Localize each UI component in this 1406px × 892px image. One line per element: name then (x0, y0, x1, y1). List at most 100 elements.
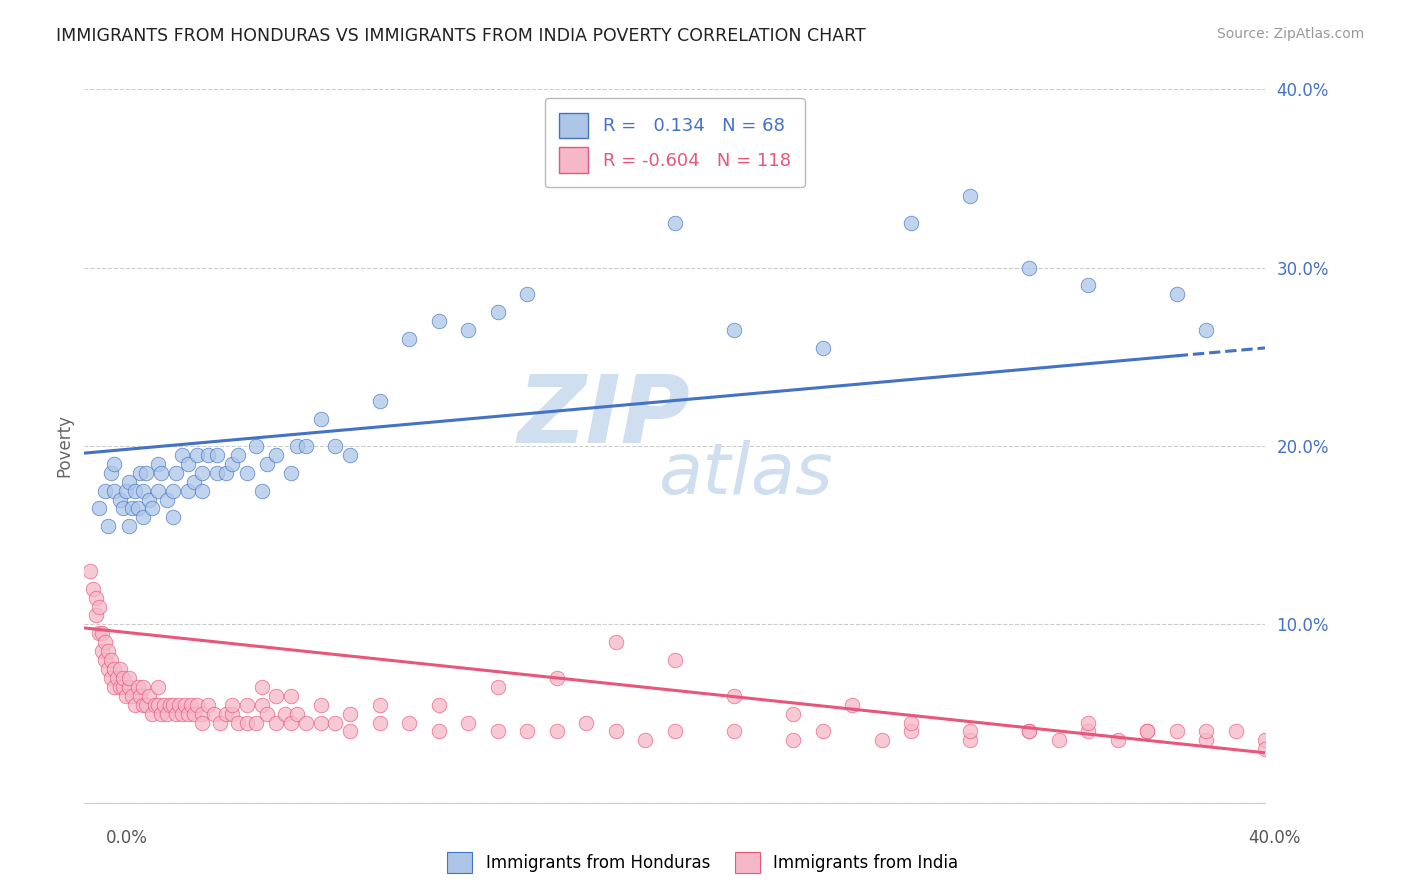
Point (256, 706, 278, 721)
Point (159, 698, 181, 712)
Point (486, 680, 509, 694)
Point (103, 662, 125, 676)
Point (148, 457, 170, 471)
Point (191, 466, 214, 480)
Point (664, 653, 686, 667)
Point (280, 715, 302, 730)
Point (207, 466, 229, 480)
Point (191, 483, 214, 498)
Point (148, 483, 170, 498)
Point (605, 724, 627, 739)
Point (165, 466, 187, 480)
Point (368, 394, 391, 409)
Point (87, 599, 111, 614)
Point (129, 689, 152, 703)
Point (250, 698, 273, 712)
Point (280, 689, 302, 703)
Point (841, 698, 863, 712)
Point (368, 715, 391, 730)
Point (209, 715, 232, 730)
Point (162, 698, 184, 712)
Point (266, 448, 288, 462)
Point (148, 680, 170, 694)
Point (118, 671, 141, 685)
Point (94, 635, 117, 649)
Point (266, 689, 288, 703)
Point (486, 724, 509, 739)
Point (427, 314, 450, 328)
Point (368, 698, 391, 712)
Point (811, 341, 834, 355)
Point (111, 671, 134, 685)
Point (162, 483, 184, 498)
Point (141, 706, 163, 721)
Point (97, 662, 120, 676)
Point (170, 706, 193, 721)
Point (111, 680, 134, 694)
Point (1077, 724, 1099, 739)
Point (1195, 724, 1218, 739)
Point (256, 457, 278, 471)
Point (132, 680, 155, 694)
Point (138, 689, 160, 703)
Point (191, 706, 214, 721)
Point (191, 715, 214, 730)
Point (84, 608, 107, 623)
Point (486, 305, 509, 319)
Point (1136, 724, 1159, 739)
Point (103, 483, 125, 498)
Point (215, 466, 238, 480)
Point (100, 671, 122, 685)
Point (1166, 287, 1188, 301)
Point (221, 698, 243, 712)
Point (105, 671, 128, 685)
Point (82, 582, 104, 596)
Point (143, 698, 166, 712)
Text: 0.0%: 0.0% (105, 829, 148, 847)
Point (129, 466, 152, 480)
Point (457, 715, 479, 730)
Point (1195, 733, 1218, 747)
Point (153, 698, 176, 712)
Point (605, 118, 627, 132)
Point (202, 706, 225, 721)
Point (207, 448, 229, 462)
Point (118, 475, 141, 489)
Point (634, 733, 657, 747)
Point (546, 671, 568, 685)
Point (295, 715, 318, 730)
Point (186, 448, 208, 462)
Point (285, 706, 308, 721)
Point (87, 501, 111, 516)
Point (94, 653, 117, 667)
Point (103, 457, 125, 471)
Point (723, 724, 745, 739)
Point (245, 715, 267, 730)
Point (132, 698, 155, 712)
Point (900, 724, 922, 739)
Text: 40.0%: 40.0% (1249, 829, 1301, 847)
Point (1225, 724, 1247, 739)
Point (236, 715, 259, 730)
Point (1166, 724, 1188, 739)
Point (605, 635, 627, 649)
Point (180, 698, 202, 712)
Point (870, 733, 893, 747)
Point (226, 448, 249, 462)
Point (309, 412, 332, 426)
Point (339, 724, 361, 739)
Point (177, 483, 200, 498)
Point (108, 662, 131, 676)
Point (309, 698, 332, 712)
Point (427, 724, 450, 739)
Point (245, 439, 267, 453)
Point (127, 501, 149, 516)
Point (150, 706, 173, 721)
Point (1018, 724, 1040, 739)
Point (516, 287, 538, 301)
Point (959, 724, 981, 739)
Point (173, 698, 195, 712)
Point (135, 466, 157, 480)
Point (325, 715, 347, 730)
Point (148, 698, 170, 712)
